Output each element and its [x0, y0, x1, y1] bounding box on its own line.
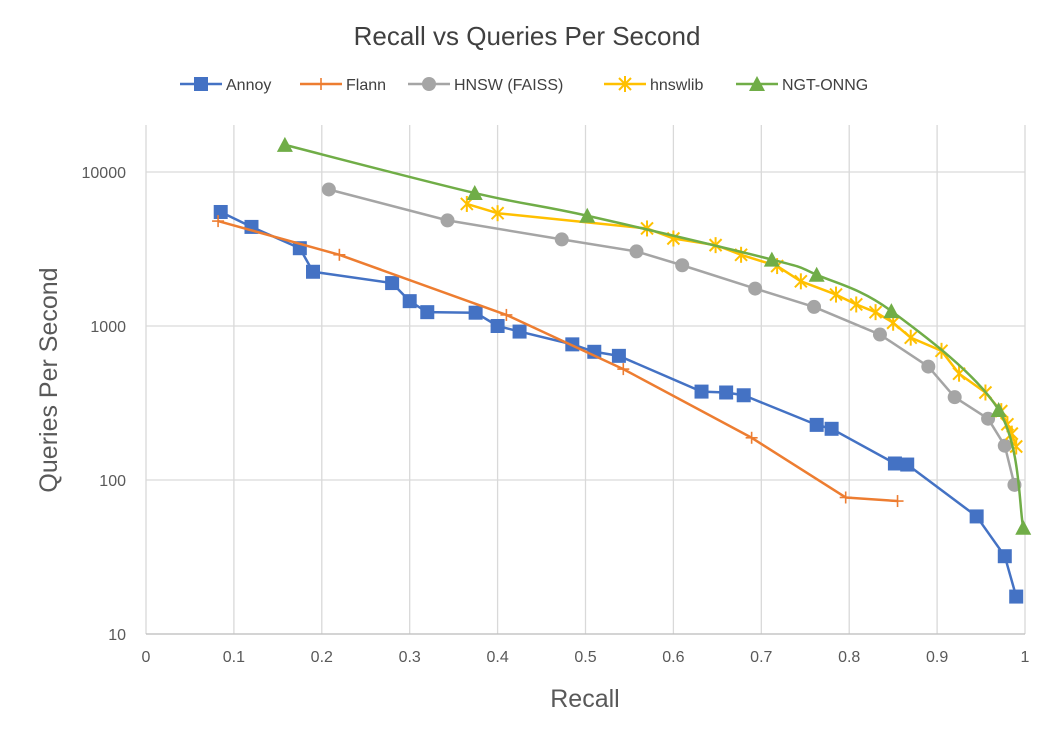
data-point-flann: [891, 495, 904, 508]
data-point-annoy: [824, 421, 839, 436]
chart-legend: Annoy Flann HNSW (FAISS) hnswlib NGT-ONNG: [180, 76, 868, 94]
legend-item-hnsw-faiss: HNSW (FAISS): [408, 77, 563, 94]
y-tick-label: 10: [108, 627, 126, 644]
data-point-annoy: [420, 305, 435, 320]
x-tick-label: 0.9: [926, 649, 948, 666]
data-point-annoy: [809, 417, 824, 432]
series-hnswlib: [460, 195, 1023, 455]
chart-title: Recall vs Queries Per Second: [354, 21, 701, 51]
data-point-hnswlib: [490, 205, 505, 222]
series-annoy: [213, 204, 1024, 604]
data-point-flann: [500, 308, 513, 321]
data-point-hnsw-faiss: [440, 213, 455, 228]
data-point-hnswlib: [868, 304, 883, 321]
data-point-annoy: [900, 457, 915, 472]
series-line-annoy: [220, 210, 1018, 597]
data-point-ngt-onng: [466, 185, 483, 201]
series-hnsw-faiss: [321, 182, 1022, 492]
x-tick-label: 0.2: [311, 649, 333, 666]
data-point-ngt-onng: [808, 266, 825, 282]
x-tick-label: 0.8: [838, 649, 860, 666]
data-point-hnswlib: [829, 286, 843, 303]
data-point-hnsw-faiss: [872, 327, 887, 342]
data-point-annoy: [490, 319, 505, 333]
data-point-hnsw-faiss: [921, 359, 936, 374]
legend-label: NGT-ONNG: [782, 77, 868, 94]
series-line-flann: [217, 219, 898, 503]
legend-marker: [194, 77, 208, 91]
data-point-hnswlib: [734, 246, 748, 263]
data-point-hnsw-faiss: [997, 438, 1012, 453]
legend-marker: [618, 76, 632, 92]
x-tick-label: 0.7: [750, 649, 772, 666]
data-point-hnswlib: [849, 296, 863, 313]
data-point-hnswlib: [904, 329, 918, 346]
legend-item-ngt-onng: NGT-ONNG: [736, 76, 868, 94]
data-point-ngt-onng: [883, 303, 900, 319]
data-point-flann: [745, 431, 758, 444]
data-point-annoy: [385, 276, 400, 291]
x-tick-label: 0.5: [574, 649, 596, 666]
legend-label: Annoy: [226, 77, 271, 94]
legend-item-hnswlib: hnswlib: [604, 76, 703, 94]
legend-label: HNSW (FAISS): [454, 77, 563, 94]
data-point-hnsw-faiss: [321, 182, 336, 197]
legend-marker: [315, 78, 327, 90]
data-point-hnswlib: [794, 273, 808, 290]
data-point-ngt-onng: [1015, 519, 1032, 535]
chart-gridlines: [145, 125, 1026, 635]
data-point-annoy: [997, 549, 1012, 564]
data-point-annoy: [402, 294, 417, 309]
series-flann: [212, 215, 904, 508]
data-point-flann: [617, 363, 630, 376]
data-point-annoy: [611, 348, 626, 363]
data-point-annoy: [969, 509, 984, 524]
data-point-flann: [839, 491, 852, 504]
series-ngt-onng: [276, 136, 1032, 535]
legend-item-flann: Flann: [300, 77, 386, 94]
legend-marker: [749, 76, 765, 91]
data-point-hnsw-faiss: [554, 232, 569, 247]
legend-item-annoy: Annoy: [180, 77, 271, 94]
chart-series: [212, 136, 1032, 604]
data-point-annoy: [1009, 589, 1024, 604]
y-axis-title: Queries Per Second: [35, 267, 63, 492]
data-point-flann: [212, 215, 225, 228]
y-tick-label: 10000: [82, 165, 127, 182]
x-tick-label: 0: [142, 649, 151, 666]
x-tick-label: 1: [1021, 649, 1030, 666]
x-axis-title: Recall: [550, 685, 619, 713]
data-point-ngt-onng: [763, 251, 780, 267]
data-point-flann: [333, 248, 346, 261]
y-tick-label: 100: [99, 473, 126, 490]
data-point-ngt-onng: [579, 207, 596, 223]
data-point-hnsw-faiss: [947, 390, 962, 405]
data-point-annoy: [468, 305, 483, 320]
data-point-hnsw-faiss: [748, 281, 763, 296]
series-line-hnswlib: [466, 202, 1018, 447]
data-point-annoy: [512, 324, 527, 339]
legend-label: hnswlib: [650, 77, 703, 94]
x-tick-label: 0.3: [399, 649, 421, 666]
y-tick-label: 1000: [90, 319, 126, 336]
data-point-annoy: [306, 264, 321, 279]
chart-axes: 0 0.1 0.2 0.3 0.4 0.5 0.6 0.7 0.8 0.9 1 10 100 1000 10…: [82, 165, 1030, 666]
data-point-annoy: [736, 388, 751, 403]
data-point-ngt-onng: [276, 136, 293, 152]
data-point-annoy: [887, 456, 902, 471]
data-point-annoy: [213, 204, 228, 219]
data-point-annoy: [719, 385, 734, 400]
data-point-hnsw-faiss: [629, 244, 644, 259]
data-point-hnsw-faiss: [807, 299, 822, 314]
legend-label: Flann: [346, 77, 386, 94]
x-tick-label: 0.4: [486, 649, 508, 666]
data-point-ngt-onng: [990, 401, 1007, 417]
legend-marker: [422, 77, 436, 91]
x-tick-label: 0.1: [223, 649, 245, 666]
x-tick-label: 0.6: [662, 649, 684, 666]
data-point-hnsw-faiss: [675, 258, 690, 273]
data-point-annoy: [694, 384, 709, 399]
